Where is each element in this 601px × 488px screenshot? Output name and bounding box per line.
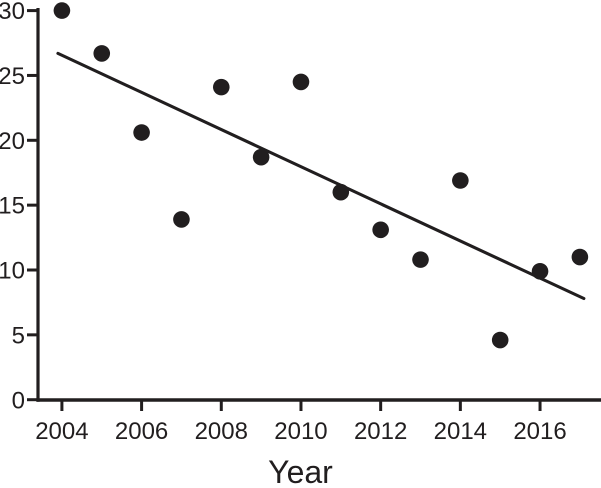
- y-tick-label: 20: [0, 128, 25, 155]
- x-tick-label: 2008: [195, 418, 248, 445]
- x-tick-label: 2010: [274, 418, 327, 445]
- x-tick-label: 2012: [354, 418, 407, 445]
- data-point: [531, 262, 549, 280]
- data-point: [53, 2, 71, 19]
- y-tick-label: 10: [0, 258, 25, 285]
- data-point: [571, 248, 589, 266]
- y-tick-label: 30: [0, 0, 25, 25]
- x-axis-title: Year: [268, 454, 333, 488]
- data-point: [292, 73, 310, 91]
- y-tick-label: 25: [0, 63, 25, 90]
- data-point: [212, 78, 230, 96]
- data-point: [491, 331, 509, 349]
- data-point: [173, 211, 190, 228]
- x-tick-label: 2006: [115, 418, 168, 445]
- data-point: [332, 183, 350, 201]
- y-tick-label: 5: [12, 322, 25, 349]
- data-point: [93, 45, 111, 62]
- y-tick-label: 0: [12, 387, 25, 414]
- trend-line: [56, 51, 586, 301]
- data-point: [252, 148, 270, 166]
- x-tick-label: 2004: [35, 418, 88, 445]
- y-tick-label: 15: [0, 193, 25, 220]
- x-tick-label: 2014: [434, 418, 487, 445]
- data-point: [452, 172, 469, 189]
- x-tick-label: 2016: [513, 418, 566, 445]
- data-point: [372, 221, 389, 239]
- data-point: [133, 124, 150, 141]
- data-point: [412, 251, 429, 268]
